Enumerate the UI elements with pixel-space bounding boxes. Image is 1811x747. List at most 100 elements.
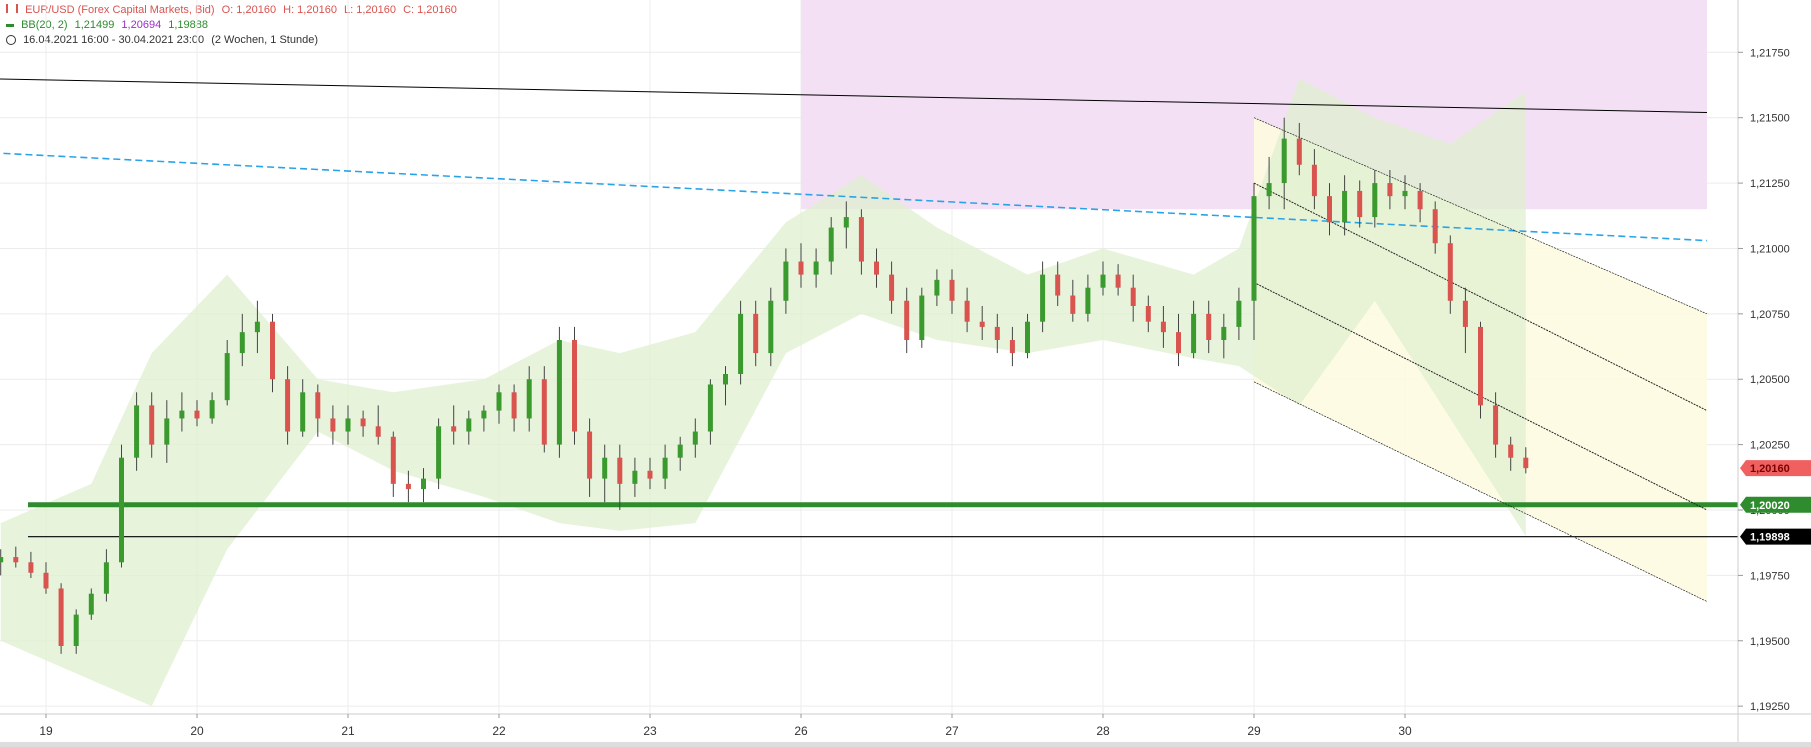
candle-down <box>979 321 985 327</box>
candle-up <box>345 418 351 432</box>
candle-down <box>1478 326 1483 406</box>
candle-up <box>481 410 487 419</box>
candle-down <box>1523 457 1529 469</box>
candle-up <box>1342 190 1348 223</box>
candle-down <box>1130 287 1136 306</box>
candlestick-icon <box>6 4 18 13</box>
candle-down <box>1296 138 1302 165</box>
candles <box>0 117 1529 654</box>
candle-down <box>949 279 955 301</box>
channel-line <box>1253 117 1708 315</box>
candle-down <box>753 313 759 354</box>
x-tick-label: 19 <box>39 724 53 738</box>
candle-up <box>179 410 185 419</box>
candle-up <box>768 300 774 354</box>
candle-up <box>254 321 260 333</box>
bollinger-fill <box>0 78 1526 707</box>
candle-up <box>103 562 109 594</box>
candle-up <box>1266 183 1272 197</box>
candle-down <box>149 405 155 445</box>
candle-up <box>0 557 4 563</box>
y-tick-label: 1,21000 <box>1750 243 1790 255</box>
high-value: H: 1,20160 <box>283 4 337 16</box>
candle-down <box>874 261 879 275</box>
candle-up <box>723 374 728 385</box>
candle-down <box>541 379 547 445</box>
candle-up <box>828 227 834 262</box>
candle-down <box>858 217 864 262</box>
trend-line <box>0 152 1708 242</box>
y-tick-label: 1,20500 <box>1750 374 1790 386</box>
candle-up <box>843 217 849 228</box>
candle-down <box>13 557 19 563</box>
bb-lower: 1,19888 <box>168 19 209 31</box>
candle-down <box>889 274 895 301</box>
candle-up <box>1402 190 1408 197</box>
candle-down <box>330 418 336 432</box>
x-tick-label: 26 <box>794 724 808 738</box>
candle-up <box>239 332 245 354</box>
candle-down <box>1145 306 1151 322</box>
candle-up <box>783 261 789 301</box>
price-tag <box>1740 528 1811 545</box>
candle-up <box>632 470 638 484</box>
candle-down <box>798 261 804 275</box>
y-tick-label: 1,21250 <box>1750 178 1790 190</box>
candle-down <box>58 588 64 646</box>
x-tick-label: 22 <box>492 724 506 738</box>
candle-down <box>315 392 321 419</box>
candle-down <box>1160 321 1166 333</box>
candle-down <box>1417 190 1423 210</box>
candle-down <box>1311 164 1317 197</box>
y-tick-label: 1,19250 <box>1750 701 1790 713</box>
candle-up <box>300 392 306 432</box>
candle-down <box>1462 300 1468 327</box>
candle-down <box>1176 332 1181 354</box>
y-tick-label: 1,19750 <box>1750 570 1790 582</box>
candle-down <box>28 562 34 573</box>
candle-up <box>813 261 819 275</box>
candle-down <box>587 431 593 479</box>
candle-up <box>662 457 668 479</box>
candle-down <box>285 379 291 432</box>
candle-down <box>647 470 653 479</box>
candle-up <box>1191 313 1197 354</box>
price-tag-label: 1,20160 <box>1750 463 1790 475</box>
scrollbar-track <box>0 742 1811 747</box>
candle-down <box>405 483 411 490</box>
candle-down <box>1055 274 1061 296</box>
candle-down <box>1432 209 1438 244</box>
candle-down <box>617 457 623 484</box>
candle-down <box>1206 313 1212 340</box>
x-tick-label: 29 <box>1247 724 1261 738</box>
candle-up <box>1236 300 1242 327</box>
candle-down <box>1387 183 1393 197</box>
candle-up <box>1251 196 1257 301</box>
legend-range: 16.04.2021 16:00 - 30.04.2021 23:00 (2 W… <box>6 34 322 46</box>
candle-down <box>194 410 200 419</box>
symbol-name: EUR/USD (Forex Capital Markets, Bid) <box>25 4 215 16</box>
x-tick-label: 23 <box>643 724 657 738</box>
price-tag <box>1740 460 1811 477</box>
candle-down <box>964 300 970 322</box>
candle-up <box>119 457 124 563</box>
x-tick-label: 30 <box>1398 724 1412 738</box>
candle-up <box>1040 274 1046 322</box>
candle-up <box>1085 287 1091 314</box>
candle-up <box>1221 326 1227 340</box>
candle-down <box>1357 190 1363 218</box>
candle-down <box>1447 243 1453 301</box>
candle-down <box>43 572 49 589</box>
candle-up <box>934 279 940 296</box>
candle-up <box>1025 321 1030 354</box>
candle-up <box>209 400 215 419</box>
date-range: 16.04.2021 16:00 - 30.04.2021 23:00 <box>23 34 205 46</box>
period-text: (2 Wochen, 1 Stunde) <box>211 34 318 46</box>
candle-down <box>1070 295 1076 314</box>
open-value: O: 1,20160 <box>221 4 277 16</box>
candle-up <box>526 379 532 419</box>
candle-down <box>451 426 457 432</box>
bb-upper: 1,21499 <box>74 19 115 31</box>
candle-up <box>677 444 683 458</box>
